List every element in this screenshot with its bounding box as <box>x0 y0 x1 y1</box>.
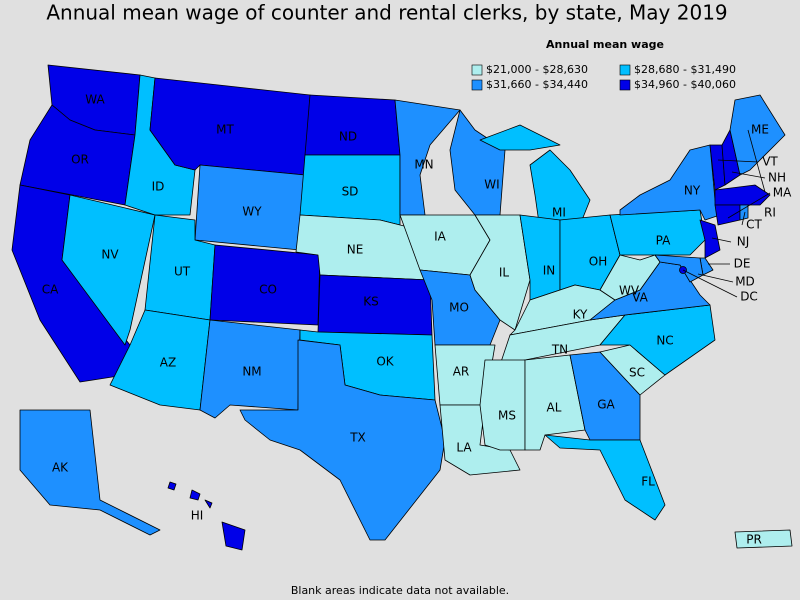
state-label: ND <box>339 130 357 144</box>
state <box>479 124 561 151</box>
state-label: CT <box>746 218 762 232</box>
state-label: MA <box>773 186 792 200</box>
state <box>479 359 526 451</box>
state-label: IA <box>434 230 447 244</box>
state-label: WY <box>242 205 262 219</box>
state-label: VT <box>762 155 778 169</box>
legend-swatch <box>619 79 631 91</box>
state-label: IL <box>499 266 510 280</box>
state-label: NC <box>656 334 673 348</box>
state-label: TX <box>349 431 366 445</box>
leader-line <box>682 269 738 298</box>
state-label: WV <box>619 284 640 298</box>
states <box>11 64 793 551</box>
state-label: MN <box>414 158 433 172</box>
state <box>189 489 201 501</box>
state <box>167 481 177 491</box>
legend-swatch <box>471 64 483 76</box>
state-label: NE <box>347 243 364 257</box>
state-label: FL <box>641 475 655 489</box>
state-label: AK <box>52 461 69 475</box>
state <box>739 204 749 221</box>
legend: $21,000 - $28,630 $28,680 - $31,490 $31,66… <box>471 63 736 91</box>
state-label: AL <box>547 401 562 415</box>
state-label: NJ <box>737 235 750 249</box>
state-label: OH <box>589 255 607 269</box>
legend-swatch <box>471 79 483 91</box>
state <box>729 94 786 176</box>
state <box>239 339 446 541</box>
state-label: NH <box>768 171 786 185</box>
legend-swatch <box>619 64 631 76</box>
state-label: RI <box>764 206 776 220</box>
leader-line <box>731 171 766 179</box>
state-label: VA <box>632 291 648 305</box>
legend-label: $31,660 - $34,440 <box>486 78 588 91</box>
state <box>609 209 706 256</box>
leader-line <box>717 159 759 163</box>
state-label: PR <box>746 533 762 547</box>
state-label: MI <box>552 206 566 220</box>
state-label: WI <box>484 178 499 192</box>
state-label: OK <box>376 355 394 369</box>
leader-line <box>727 192 771 219</box>
state-label: MO <box>449 301 469 315</box>
leader-line <box>711 237 732 243</box>
state <box>714 184 771 206</box>
state-label: KS <box>363 295 379 309</box>
state <box>654 254 704 283</box>
state <box>394 99 461 216</box>
state-label: SD <box>342 185 359 199</box>
state-label: NV <box>101 248 119 262</box>
state-label: PA <box>656 234 671 248</box>
state <box>221 521 246 551</box>
state <box>529 149 591 231</box>
state-label: CA <box>42 283 59 297</box>
leader-line <box>697 273 734 283</box>
footnote: Blank areas indicate data not available. <box>291 584 509 597</box>
state <box>204 499 213 509</box>
legend-label: $21,000 - $28,630 <box>486 63 588 76</box>
state <box>61 194 156 346</box>
state-label: TN <box>551 343 568 357</box>
state-label: CO <box>259 283 277 297</box>
leader-line <box>741 211 746 226</box>
state-label: LA <box>456 441 472 455</box>
state-label: KY <box>573 308 588 322</box>
state <box>19 409 161 536</box>
state-label: DC <box>740 290 758 304</box>
state-label: HI <box>191 509 204 523</box>
state-label: UT <box>174 265 191 279</box>
legend-title: Annual mean wage <box>546 38 664 51</box>
state <box>544 434 666 521</box>
state-label: NM <box>242 365 261 379</box>
leader-line <box>747 129 766 193</box>
state-label: MS <box>498 409 516 423</box>
state-label: OR <box>71 153 89 167</box>
state-label: AZ <box>160 356 176 370</box>
legend-label: $28,680 - $31,490 <box>634 63 736 76</box>
title: Annual mean wage of counter and rental c… <box>46 1 727 25</box>
state-label: MT <box>216 123 234 137</box>
state-label: ME <box>751 123 769 137</box>
state-label: MD <box>735 275 755 289</box>
state-label: GA <box>597 398 615 412</box>
state-label: IN <box>543 264 556 278</box>
legend-label: $34,960 - $40,060 <box>634 78 736 91</box>
state-label: DE <box>734 257 751 271</box>
state-label: WA <box>85 93 105 107</box>
state <box>304 94 401 156</box>
state-label: SC <box>629 366 645 380</box>
state-label: AR <box>453 365 470 379</box>
state <box>699 219 721 259</box>
state-label: ID <box>152 180 165 194</box>
state <box>734 529 793 549</box>
state-label: NY <box>684 184 701 198</box>
labels: WA OR CA NV ID MT WY UT AZ CO NM ND SD NE KS OK TX MN IA MO… <box>42 93 792 547</box>
